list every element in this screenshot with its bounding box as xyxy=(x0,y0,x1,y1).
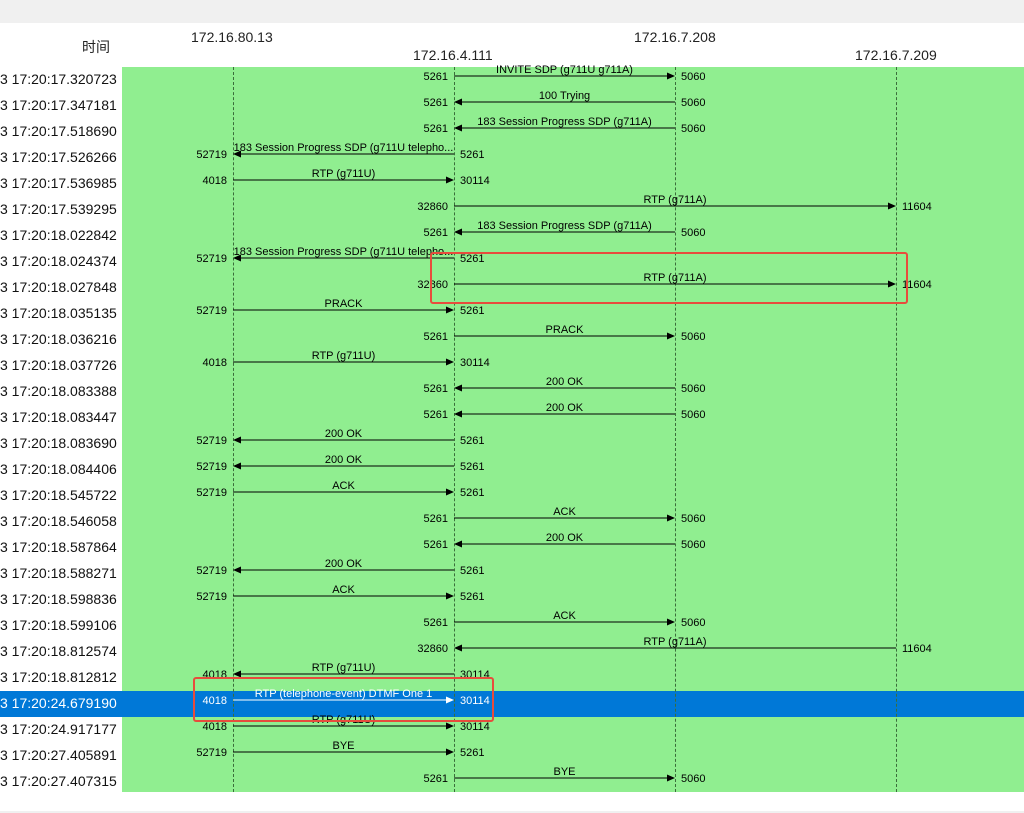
flow-row[interactable]: 3 17:20:27.407315 xyxy=(0,769,1024,795)
row-time: 3 17:20:18.037726 xyxy=(0,357,117,373)
flow-row[interactable]: 3 17:20:18.024374 xyxy=(0,249,1024,275)
bottom-strip xyxy=(0,792,1024,813)
flow-row[interactable]: 3 17:20:18.812812 xyxy=(0,665,1024,691)
flow-row[interactable]: 3 17:20:18.083388 xyxy=(0,379,1024,405)
flow-row[interactable]: 3 17:20:18.546058 xyxy=(0,509,1024,535)
flow-graph-area[interactable] xyxy=(122,67,1024,792)
row-time: 3 17:20:17.536985 xyxy=(0,175,117,191)
flow-row[interactable]: 3 17:20:18.027848 xyxy=(0,275,1024,301)
row-time: 3 17:20:18.035135 xyxy=(0,305,117,321)
highlight-box-rtp-g711a xyxy=(430,252,908,304)
row-time: 3 17:20:18.546058 xyxy=(0,513,117,529)
flow-row[interactable]: 3 17:20:17.518690 xyxy=(0,119,1024,145)
row-time: 3 17:20:27.407315 xyxy=(0,773,117,789)
flow-row[interactable]: 3 17:20:18.598836 xyxy=(0,587,1024,613)
flow-row[interactable]: 3 17:20:18.084406 xyxy=(0,457,1024,483)
flow-row[interactable]: 3 17:20:18.588271 xyxy=(0,561,1024,587)
flow-row[interactable]: 3 17:20:18.587864 xyxy=(0,535,1024,561)
row-time: 3 17:20:17.320723 xyxy=(0,71,117,87)
flow-row[interactable]: 3 17:20:27.405891 xyxy=(0,743,1024,769)
highlight-box-dtmf xyxy=(193,677,494,722)
flow-row[interactable]: 3 17:20:18.545722 xyxy=(0,483,1024,509)
host-header-0: 172.16.80.13 xyxy=(191,29,273,45)
flow-row[interactable]: 3 17:20:24.679190 xyxy=(0,691,1024,717)
flow-row[interactable]: 3 17:20:17.320723 xyxy=(0,67,1024,93)
host-header-1: 172.16.4.111 xyxy=(413,47,493,63)
row-time: 3 17:20:18.588271 xyxy=(0,565,117,581)
row-time: 3 17:20:17.347181 xyxy=(0,97,117,113)
row-time: 3 17:20:18.084406 xyxy=(0,461,117,477)
lifeline-host-2 xyxy=(675,67,676,792)
row-time: 3 17:20:18.599106 xyxy=(0,617,117,633)
flow-row[interactable]: 3 17:20:18.035135 xyxy=(0,301,1024,327)
flow-row[interactable]: 3 17:20:17.536985 xyxy=(0,171,1024,197)
row-time: 3 17:20:18.598836 xyxy=(0,591,117,607)
flow-row[interactable]: 3 17:20:18.083447 xyxy=(0,405,1024,431)
row-time: 3 17:20:24.917177 xyxy=(0,721,117,737)
row-time: 3 17:20:18.812574 xyxy=(0,643,117,659)
lifeline-host-0 xyxy=(233,67,234,792)
host-header-3: 172.16.7.209 xyxy=(855,47,937,63)
bottom-scroll-track[interactable] xyxy=(0,811,1024,813)
flow-row[interactable]: 3 17:20:17.539295 xyxy=(0,197,1024,223)
flow-row[interactable]: 3 17:20:18.037726 xyxy=(0,353,1024,379)
row-time: 3 17:20:18.545722 xyxy=(0,487,117,503)
flow-row[interactable]: 3 17:20:18.022842 xyxy=(0,223,1024,249)
flow-row[interactable]: 3 17:20:17.347181 xyxy=(0,93,1024,119)
flow-row[interactable]: 3 17:20:18.599106 xyxy=(0,613,1024,639)
row-time: 3 17:20:18.022842 xyxy=(0,227,117,243)
flow-header: 时间 172.16.80.13 172.16.4.111 172.16.7.20… xyxy=(0,23,1024,67)
flow-row[interactable]: 3 17:20:18.083690 xyxy=(0,431,1024,457)
flow-row[interactable]: 3 17:20:24.917177 xyxy=(0,717,1024,743)
row-time: 3 17:20:18.587864 xyxy=(0,539,117,555)
row-time: 3 17:20:18.024374 xyxy=(0,253,117,269)
lifeline-host-1 xyxy=(454,67,455,792)
time-column-header: 时间 xyxy=(82,39,110,55)
flow-row[interactable]: 3 17:20:18.036216 xyxy=(0,327,1024,353)
row-time: 3 17:20:17.526266 xyxy=(0,149,117,165)
flow-row[interactable]: 3 17:20:17.526266 xyxy=(0,145,1024,171)
row-time: 3 17:20:17.539295 xyxy=(0,201,117,217)
row-time: 3 17:20:27.405891 xyxy=(0,747,117,763)
row-time: 3 17:20:18.083447 xyxy=(0,409,117,425)
row-time: 3 17:20:18.083388 xyxy=(0,383,117,399)
row-time: 3 17:20:24.679190 xyxy=(0,695,117,711)
row-time: 3 17:20:18.027848 xyxy=(0,279,117,295)
lifeline-host-3 xyxy=(896,67,897,792)
row-time: 3 17:20:17.518690 xyxy=(0,123,117,139)
row-time: 3 17:20:18.812812 xyxy=(0,669,117,685)
row-time: 3 17:20:18.036216 xyxy=(0,331,117,347)
flow-row[interactable]: 3 17:20:18.812574 xyxy=(0,639,1024,665)
row-time: 3 17:20:18.083690 xyxy=(0,435,117,451)
host-header-2: 172.16.7.208 xyxy=(634,29,716,45)
top-toolbar-strip xyxy=(0,0,1024,23)
time-column xyxy=(0,67,122,792)
